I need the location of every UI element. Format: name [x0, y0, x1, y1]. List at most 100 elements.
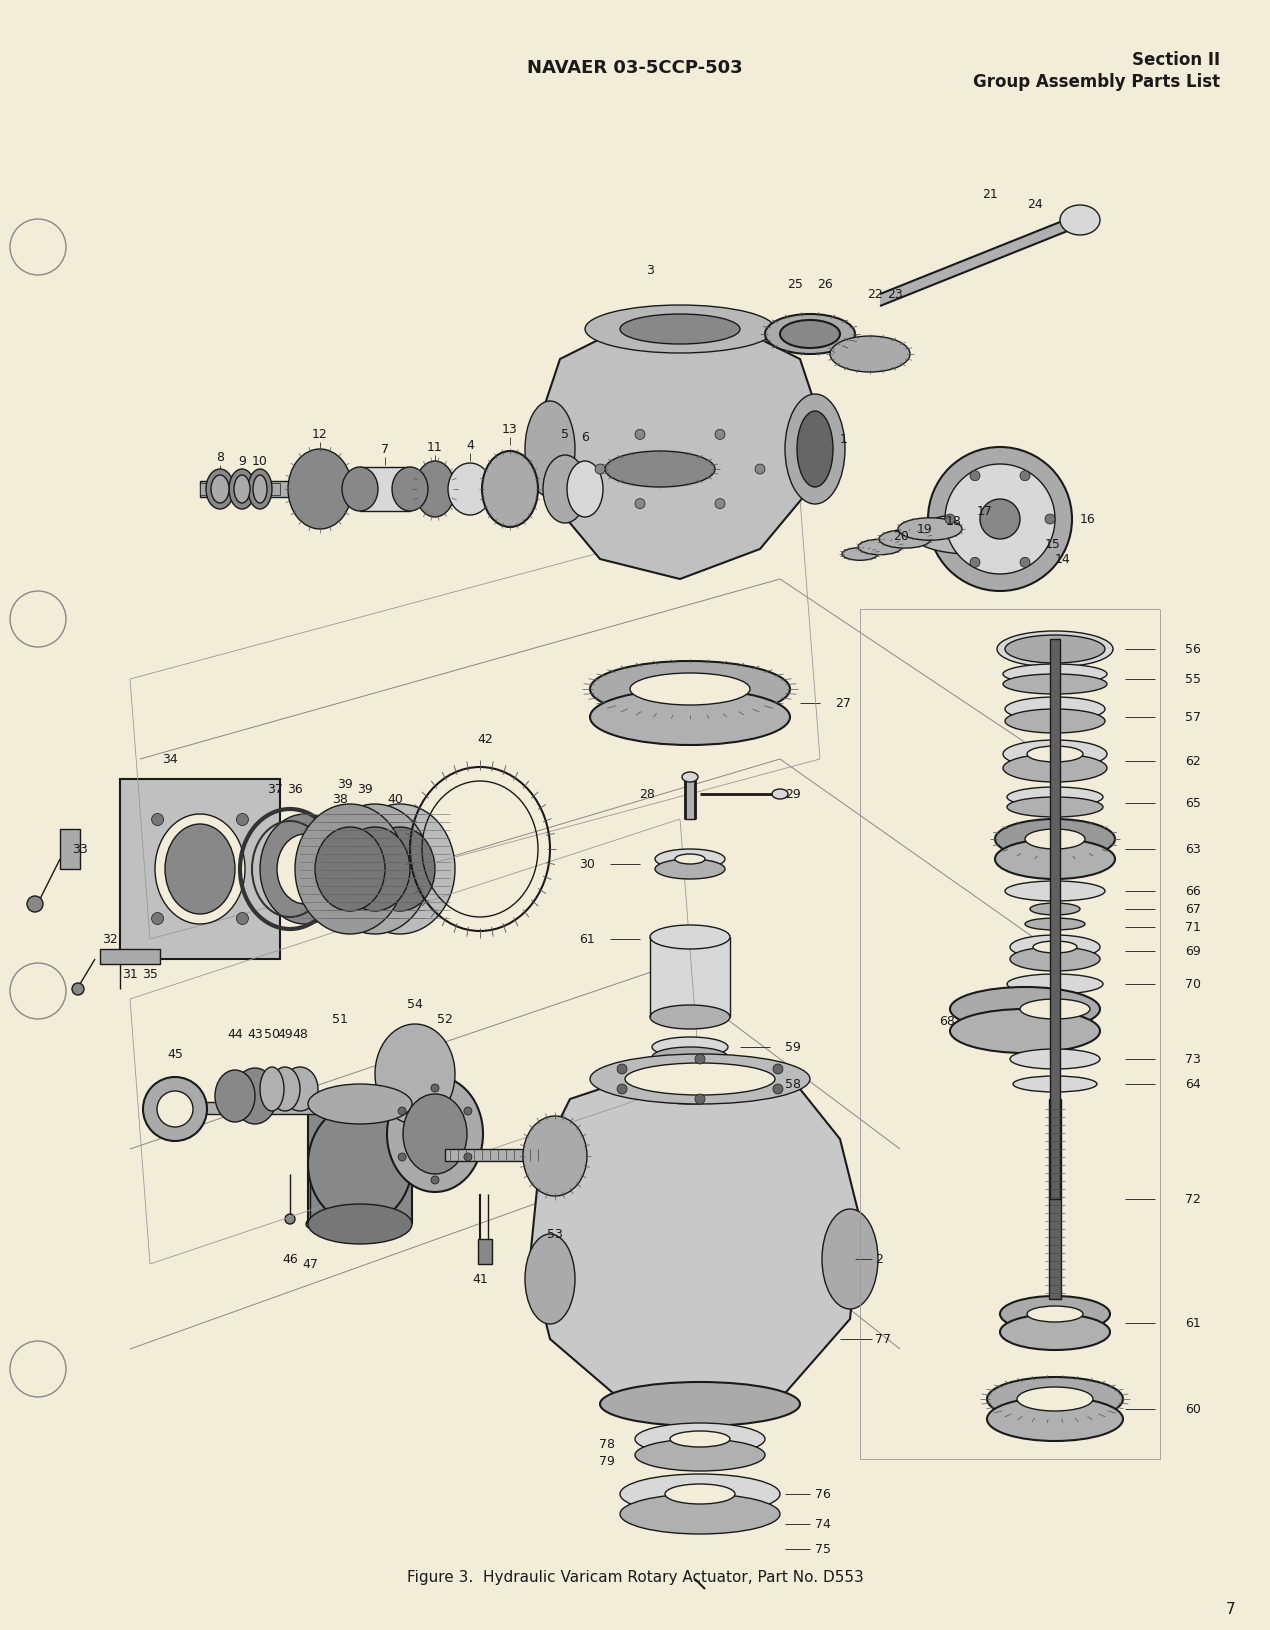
Text: Figure 3.  Hydraulic Varicam Rotary Actuator, Part No. D553: Figure 3. Hydraulic Varicam Rotary Actua…	[406, 1570, 864, 1584]
Text: 27: 27	[834, 698, 851, 711]
Bar	[1049, 1099, 1060, 1299]
Text: 34: 34	[163, 753, 178, 766]
Circle shape	[236, 813, 249, 826]
Ellipse shape	[260, 815, 351, 924]
Bar	[199, 482, 519, 497]
Circle shape	[398, 1154, 406, 1161]
Circle shape	[431, 1177, 439, 1185]
Text: 56: 56	[1185, 644, 1201, 657]
Circle shape	[10, 963, 66, 1019]
Text: Section II: Section II	[1132, 51, 1220, 68]
Ellipse shape	[620, 1474, 780, 1514]
Ellipse shape	[635, 1423, 765, 1456]
Text: 39: 39	[337, 778, 353, 791]
Polygon shape	[119, 779, 279, 960]
Ellipse shape	[375, 1024, 455, 1125]
Bar	[1050, 639, 1060, 1200]
Bar	[100, 949, 160, 965]
Ellipse shape	[215, 1071, 255, 1123]
Bar	[199, 484, 279, 496]
Ellipse shape	[1027, 747, 1083, 763]
Ellipse shape	[544, 456, 587, 523]
Ellipse shape	[655, 859, 725, 880]
Ellipse shape	[785, 394, 845, 505]
Text: 78: 78	[599, 1438, 615, 1451]
Ellipse shape	[295, 805, 405, 934]
Bar	[309, 1104, 411, 1224]
Text: 29: 29	[785, 787, 801, 800]
Text: 41: 41	[472, 1273, 488, 1286]
Bar	[880, 295, 1080, 306]
Ellipse shape	[772, 789, 787, 799]
Ellipse shape	[1007, 787, 1104, 807]
Ellipse shape	[1010, 936, 1100, 960]
Ellipse shape	[288, 450, 352, 530]
Polygon shape	[530, 1069, 860, 1420]
Text: 10: 10	[251, 455, 268, 468]
Ellipse shape	[987, 1377, 1123, 1421]
Text: 6: 6	[582, 432, 589, 445]
Ellipse shape	[1003, 755, 1107, 782]
Text: 58: 58	[785, 1077, 801, 1090]
Polygon shape	[540, 319, 820, 580]
Ellipse shape	[591, 1055, 810, 1104]
Ellipse shape	[1005, 709, 1105, 734]
Text: 57: 57	[1185, 711, 1201, 724]
Circle shape	[695, 1094, 705, 1104]
Ellipse shape	[635, 1439, 765, 1472]
Bar	[650, 937, 730, 1017]
Text: 54: 54	[408, 998, 423, 1011]
Ellipse shape	[655, 849, 725, 869]
Bar	[60, 830, 80, 869]
Ellipse shape	[342, 468, 378, 512]
Circle shape	[773, 1084, 782, 1094]
Ellipse shape	[650, 926, 730, 949]
Ellipse shape	[945, 465, 1055, 575]
Text: 32: 32	[102, 932, 118, 945]
Text: 76: 76	[815, 1488, 831, 1501]
Circle shape	[970, 557, 980, 567]
Ellipse shape	[1003, 740, 1107, 768]
Ellipse shape	[566, 461, 603, 518]
Ellipse shape	[994, 820, 1115, 859]
Text: 71: 71	[1185, 921, 1201, 934]
Text: 77: 77	[875, 1333, 892, 1346]
Ellipse shape	[309, 1205, 411, 1244]
Text: 50: 50	[264, 1029, 279, 1042]
Circle shape	[72, 983, 84, 996]
Ellipse shape	[765, 315, 855, 355]
Ellipse shape	[997, 631, 1113, 668]
Ellipse shape	[345, 805, 455, 934]
Ellipse shape	[999, 1296, 1110, 1332]
Ellipse shape	[842, 548, 878, 561]
Ellipse shape	[165, 825, 235, 914]
Ellipse shape	[987, 1397, 1123, 1441]
Ellipse shape	[1060, 205, 1100, 236]
Text: 52: 52	[437, 1012, 453, 1025]
Circle shape	[970, 471, 980, 481]
Text: 20: 20	[893, 530, 909, 543]
Ellipse shape	[898, 518, 961, 541]
Circle shape	[431, 1084, 439, 1092]
Ellipse shape	[229, 469, 255, 510]
Ellipse shape	[879, 531, 931, 549]
Text: 53: 53	[547, 1227, 563, 1240]
Ellipse shape	[650, 1074, 730, 1094]
Text: 16: 16	[1080, 513, 1096, 526]
Ellipse shape	[309, 1084, 411, 1125]
Text: 72: 72	[1185, 1193, 1201, 1206]
Text: 3: 3	[646, 264, 654, 277]
Circle shape	[10, 220, 66, 275]
Ellipse shape	[980, 500, 1020, 540]
Ellipse shape	[585, 306, 775, 354]
Ellipse shape	[448, 463, 491, 515]
Text: 64: 64	[1185, 1077, 1200, 1090]
Ellipse shape	[415, 461, 455, 518]
Ellipse shape	[392, 468, 428, 512]
Text: 75: 75	[815, 1542, 831, 1555]
Text: 60: 60	[1185, 1403, 1201, 1415]
Ellipse shape	[652, 1037, 728, 1058]
Ellipse shape	[625, 1063, 775, 1095]
Text: 36: 36	[287, 782, 302, 795]
Bar	[160, 1102, 370, 1115]
